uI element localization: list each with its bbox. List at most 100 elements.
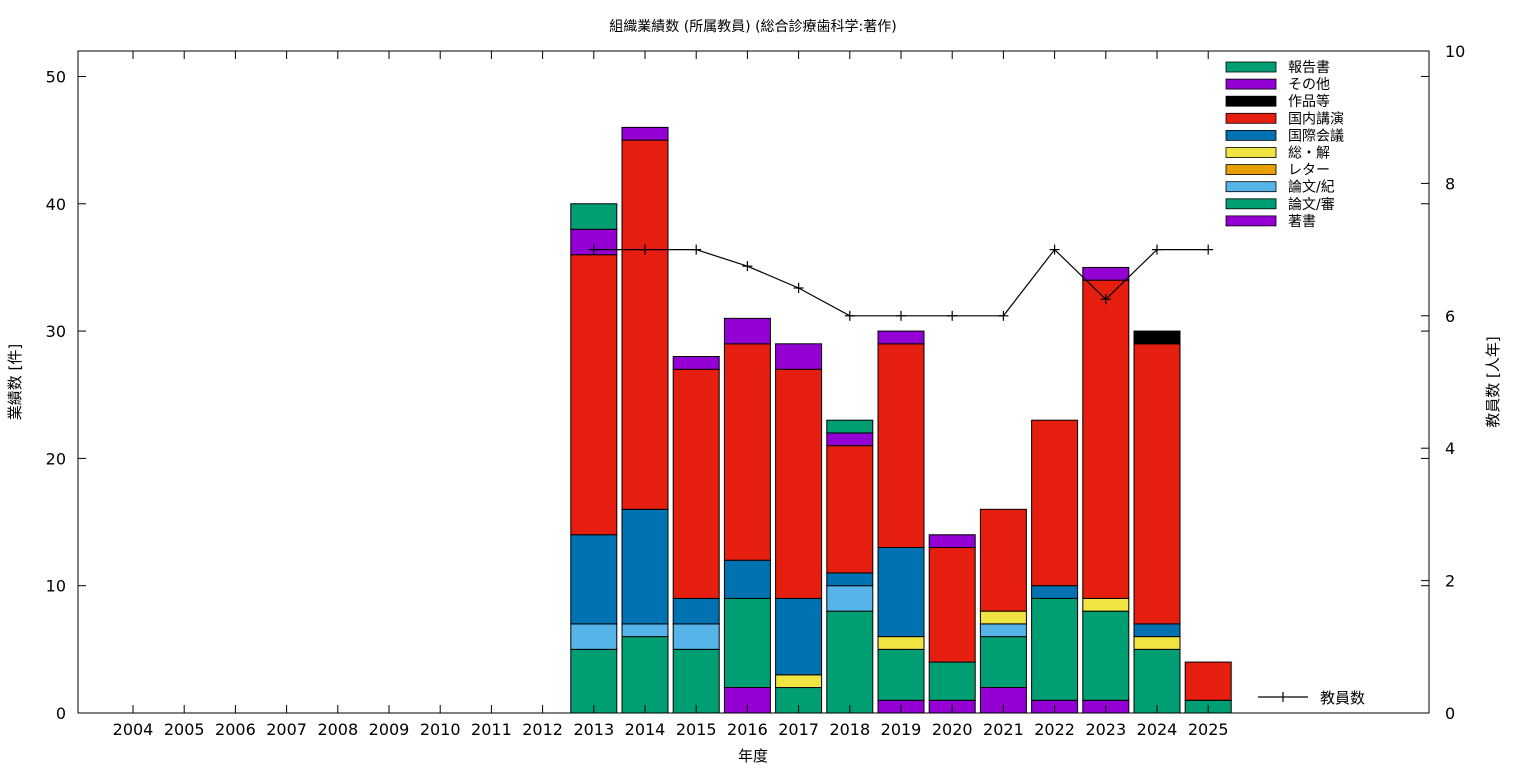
- y-tick-label: 50: [46, 67, 66, 86]
- x-tick-label: 2025: [1188, 720, 1229, 739]
- legend-swatch: [1225, 198, 1277, 210]
- y-axis-label: 業績数 [件]: [6, 344, 24, 420]
- legend-label: その他: [1288, 77, 1330, 93]
- legend-swatch: [1225, 78, 1277, 90]
- legend-label: 論文/審: [1288, 197, 1335, 213]
- x-tick-label: 2007: [266, 720, 307, 739]
- x-tick-label: 2009: [369, 720, 410, 739]
- y-tick-label: 10: [46, 577, 66, 596]
- legend-label: 国内講演: [1288, 111, 1344, 127]
- bar-segment: [723, 317, 771, 345]
- bar-segment: [775, 597, 823, 676]
- bar-segment: [1082, 266, 1130, 281]
- x-tick-label: 2011: [471, 720, 512, 739]
- bar-segment: [979, 623, 1027, 638]
- y2-tick-label: 0: [1445, 704, 1455, 723]
- x-tick-label: 2016: [727, 720, 768, 739]
- legend-swatch: [1225, 112, 1277, 124]
- x-axis-label: 年度: [738, 747, 768, 765]
- legend-swatch: [1225, 95, 1277, 107]
- x-tick-label: 2021: [983, 720, 1024, 739]
- bar-segment: [1031, 419, 1079, 587]
- legend-label: 報告書: [1288, 60, 1330, 76]
- legend-swatch: [1225, 147, 1277, 158]
- x-tick-label: 2005: [164, 720, 205, 739]
- y-tick-label: 40: [46, 195, 66, 214]
- plot-frame: [77, 50, 1430, 714]
- x-tick-label: 2024: [1137, 720, 1178, 739]
- bar-segment: [826, 419, 874, 434]
- bar-segment: [723, 597, 771, 689]
- y-tick-label: 0: [56, 704, 66, 723]
- y2-tick-label: 10: [1445, 42, 1465, 61]
- x-tick-label: 2010: [420, 720, 461, 739]
- bar-segment: [877, 636, 925, 650]
- bar-segment: [826, 610, 874, 714]
- y2-axis-label: 教員数 [人年]: [1484, 336, 1502, 427]
- bar-segment: [570, 254, 618, 536]
- bar-segment: [979, 508, 1027, 612]
- legend-swatch: [1225, 129, 1277, 141]
- bar-segment: [1082, 279, 1130, 599]
- legend-swatch: [1225, 164, 1277, 176]
- bar-segment: [928, 547, 976, 663]
- bar-segment: [570, 203, 618, 230]
- bar-segment: [621, 126, 669, 141]
- bar-segment: [621, 139, 669, 510]
- bar-segment: [979, 610, 1027, 625]
- y2-tick-label: 8: [1445, 174, 1455, 193]
- bar-segment: [877, 648, 925, 701]
- x-tick-label: 2020: [932, 720, 973, 739]
- axes: 0 10 20 30 40 50 0 2 4 6 8 10 2004 2005 2006 2007 2008 20…: [46, 42, 1466, 739]
- legend-swatch: [1225, 181, 1277, 193]
- x-tick-label: 2017: [778, 720, 819, 739]
- bar-segment: [1133, 343, 1181, 625]
- bar-segment: [775, 674, 823, 689]
- y2-tick-label: 4: [1445, 439, 1455, 458]
- x-tick-label: 2019: [881, 720, 922, 739]
- x-tick-label: 2023: [1085, 720, 1126, 739]
- bars: [570, 126, 1232, 714]
- bar-segment: [826, 572, 874, 587]
- bar-segment: [775, 368, 823, 599]
- bar-segment: [1133, 623, 1181, 638]
- bar-segment: [570, 534, 618, 625]
- x-tick-label: 2012: [522, 720, 563, 739]
- bar-segment: [928, 534, 976, 548]
- bar-segment: [1082, 610, 1130, 701]
- y2-tick-label: 6: [1445, 307, 1455, 326]
- bar-segment: [621, 508, 669, 625]
- bar-segment: [621, 623, 669, 638]
- legend-line-label: 教員数: [1320, 689, 1365, 707]
- bar-segment: [775, 343, 823, 370]
- x-tick-label: 2014: [625, 720, 666, 739]
- bar-segment: [826, 432, 874, 447]
- bar-segment: [723, 343, 771, 561]
- bar-segment: [979, 636, 1027, 689]
- bar-segment: [826, 445, 874, 574]
- y2-tick-label: 2: [1445, 572, 1455, 591]
- chart-title: 組織業績数 (所属教員) (総合診療歯科学:著作): [609, 18, 896, 35]
- bar-segment: [672, 623, 720, 650]
- bar-segment: [570, 623, 618, 650]
- y-tick-label: 30: [46, 322, 66, 341]
- bar-segment: [1082, 597, 1130, 612]
- bar-segment: [723, 559, 771, 599]
- y-tick-label: 20: [46, 449, 66, 468]
- bar-segment: [877, 547, 925, 638]
- bar-segment: [1133, 648, 1181, 714]
- legend-label: 国際会議: [1288, 127, 1344, 144]
- legend-swatch: [1225, 61, 1277, 73]
- bar-segment: [1031, 585, 1079, 599]
- x-tick-label: 2022: [1034, 720, 1075, 739]
- x-tick-label: 2015: [676, 720, 717, 739]
- bar-segment: [1133, 636, 1181, 650]
- bar-segment: [672, 356, 720, 370]
- legend-label: 総・解: [1288, 146, 1330, 162]
- bar-segment: [672, 368, 720, 599]
- bar-segment: [570, 648, 618, 714]
- legend-label: 著書: [1288, 214, 1316, 230]
- bar-segment: [877, 343, 925, 548]
- legend-label: 論文/紀: [1288, 180, 1335, 196]
